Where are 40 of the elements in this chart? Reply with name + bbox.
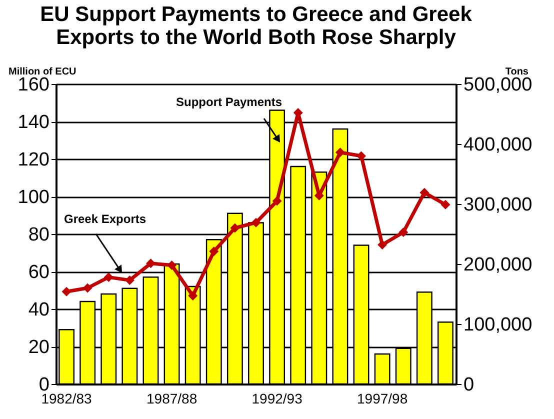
point <box>209 246 219 256</box>
y2-tick-label: 400,000 <box>464 134 532 156</box>
y-tick-label: 80 <box>28 224 50 246</box>
point <box>146 258 156 268</box>
point <box>62 286 72 296</box>
point <box>104 272 114 282</box>
y-tick-label: 160 <box>18 74 50 96</box>
y2-tick-label: 100,000 <box>464 314 532 336</box>
point <box>398 227 408 237</box>
chart-title: EU Support Payments to Greece and Greek Exports to the World Both Rose Sharply <box>40 3 472 49</box>
point <box>124 275 134 285</box>
point <box>378 240 388 250</box>
x-tick-label: 1982/83 <box>41 390 92 406</box>
y2-tick-label: 500,000 <box>464 74 532 96</box>
y2-tick-label: 300,000 <box>464 194 532 216</box>
point <box>82 283 92 293</box>
point <box>420 188 430 198</box>
y2-tick-label: 200,000 <box>464 254 532 276</box>
text: Greek Exports <box>64 212 146 226</box>
x-tick-label: 1997/98 <box>357 390 408 406</box>
x-tick-label: 1992/93 <box>252 390 303 406</box>
point <box>440 200 450 210</box>
y-axis-title: Million of ECU <box>8 66 76 78</box>
series-label: Support Payments <box>176 95 282 109</box>
point <box>167 260 177 270</box>
y-tick-label: 20 <box>28 337 50 358</box>
y-tick-label: 100 <box>18 187 50 208</box>
y2-tick-label: 0 <box>464 374 474 396</box>
y-tick-label: 40 <box>28 300 50 320</box>
x-tick-label: 1987/88 <box>146 390 198 406</box>
point <box>230 223 240 233</box>
point <box>272 196 282 206</box>
y2-axis-title: Tons <box>505 66 529 78</box>
y-tick-label: 140 <box>18 112 50 133</box>
point <box>335 148 345 158</box>
point <box>251 218 261 228</box>
point <box>356 151 366 161</box>
point <box>188 291 198 301</box>
y-tick-label: 120 <box>18 150 50 170</box>
y-tick-label: 60 <box>28 262 50 283</box>
